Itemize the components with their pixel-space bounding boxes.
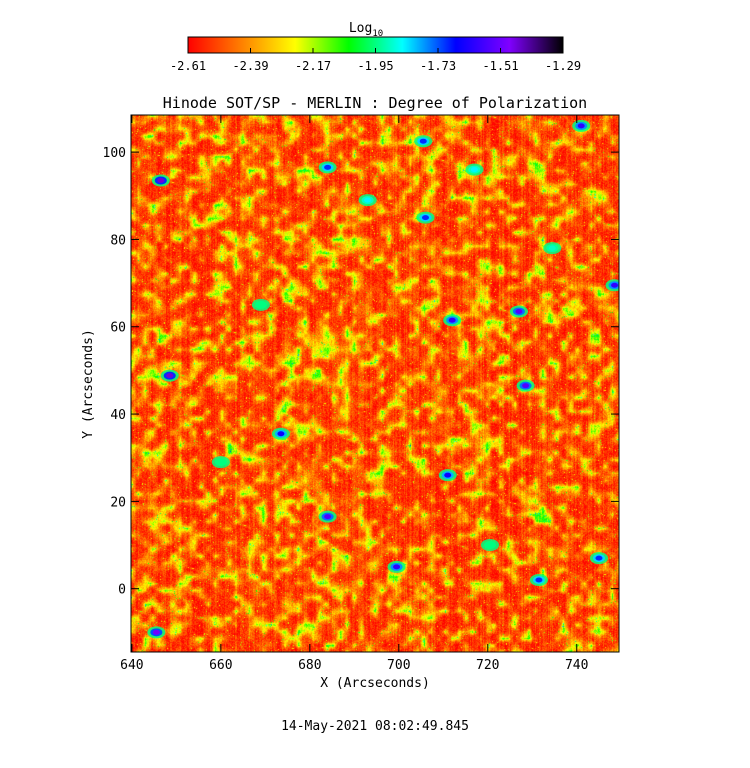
patch-core: [448, 317, 456, 323]
polarization-patch: [529, 573, 548, 586]
polarization-patch: [443, 314, 462, 327]
colorbar-tick-label: -1.29: [545, 59, 581, 73]
colorbar-tick-label: -1.51: [482, 59, 518, 73]
y-tick-label: 80: [110, 233, 126, 248]
polarization-patch: [160, 369, 179, 382]
patch-core: [324, 514, 332, 520]
patch-core: [522, 383, 530, 389]
patch-core: [535, 577, 543, 583]
polarization-patch: [465, 163, 484, 176]
patch-core: [470, 167, 478, 173]
patch-core: [444, 472, 452, 478]
colorbar-tick-label: -1.73: [420, 59, 456, 73]
polarization-patch: [318, 161, 337, 174]
polarization-patch: [589, 552, 608, 565]
patch-core: [611, 282, 619, 288]
colorbar: Log10 -2.61 -2.39 -2.17 -1.95 -1.73 -1.51 -1.2…: [170, 21, 581, 73]
polarization-patch: [387, 560, 406, 573]
patch-core: [157, 177, 165, 183]
polarization-patch: [251, 298, 270, 311]
y-tick-label: 20: [110, 495, 126, 510]
polarization-patch: [211, 456, 230, 469]
patch-core: [515, 308, 523, 314]
colorbar-tick-label: -2.17: [295, 59, 331, 73]
patch-core: [324, 164, 332, 170]
heatmap-plot: 640 660 680 700 720 740 0 20 40 60 80 100: [103, 114, 620, 673]
plot-frame: [130, 114, 620, 653]
patch-core: [421, 215, 429, 221]
polarization-patch: [605, 279, 619, 292]
colorbar-label: Log10: [349, 21, 383, 39]
polarization-patch: [151, 174, 170, 187]
x-tick-label: 700: [387, 658, 410, 673]
polarization-patch: [438, 469, 457, 482]
x-tick-label: 740: [565, 658, 588, 673]
patch-marks: [147, 119, 619, 639]
x-axis-label: X (Arcseconds): [320, 676, 430, 691]
chart-title: Hinode SOT/SP - MERLIN : Degree of Polar…: [163, 94, 587, 112]
y-axis-label: Y (Arcseconds): [81, 329, 96, 439]
polarization-patch: [480, 539, 499, 552]
x-tick-label: 640: [120, 658, 143, 673]
colorbar-tick-label: -2.39: [232, 59, 268, 73]
patch-core: [486, 542, 494, 548]
x-tick-label: 680: [298, 658, 321, 673]
y-axis-ticks: 0 20 40 60 80 100: [103, 146, 619, 598]
polarization-patch: [509, 305, 528, 318]
polarization-patch: [416, 211, 435, 224]
patch-core: [364, 197, 372, 203]
y-tick-label: 60: [110, 321, 126, 336]
y-tick-label: 40: [110, 408, 126, 423]
x-axis-ticks: 640 660 680 700 720 740: [120, 115, 588, 673]
patch-core: [548, 245, 556, 251]
patch-core: [217, 459, 225, 465]
colorbar-ticks: -2.61 -2.39 -2.17 -1.95 -1.73 -1.51 -1.29: [170, 48, 581, 73]
patch-core: [419, 138, 427, 144]
y-tick-label: 0: [118, 583, 126, 598]
patch-core: [257, 302, 265, 308]
polarization-patch: [543, 242, 562, 255]
heatmap-image: [131, 115, 619, 652]
patch-core: [577, 123, 585, 129]
patch-core: [166, 373, 174, 379]
polarization-patch: [572, 119, 591, 132]
polarization-patch: [318, 510, 337, 523]
patch-core: [277, 431, 285, 437]
polarization-patch: [271, 427, 290, 440]
timestamp: 14-May-2021 08:02:49.845: [281, 719, 469, 734]
y-tick-label: 100: [103, 146, 126, 161]
polarization-patch: [147, 626, 166, 639]
polarization-patch: [358, 194, 377, 207]
colorbar-tick-label: -2.61: [170, 59, 206, 73]
patch-core: [393, 564, 401, 570]
x-tick-label: 720: [476, 658, 499, 673]
x-tick-label: 660: [209, 658, 232, 673]
polarization-patch: [414, 135, 433, 148]
colorbar-tick-label: -1.95: [357, 59, 393, 73]
polarization-patch: [516, 379, 535, 392]
patch-core: [595, 555, 603, 561]
patch-core: [152, 629, 160, 635]
